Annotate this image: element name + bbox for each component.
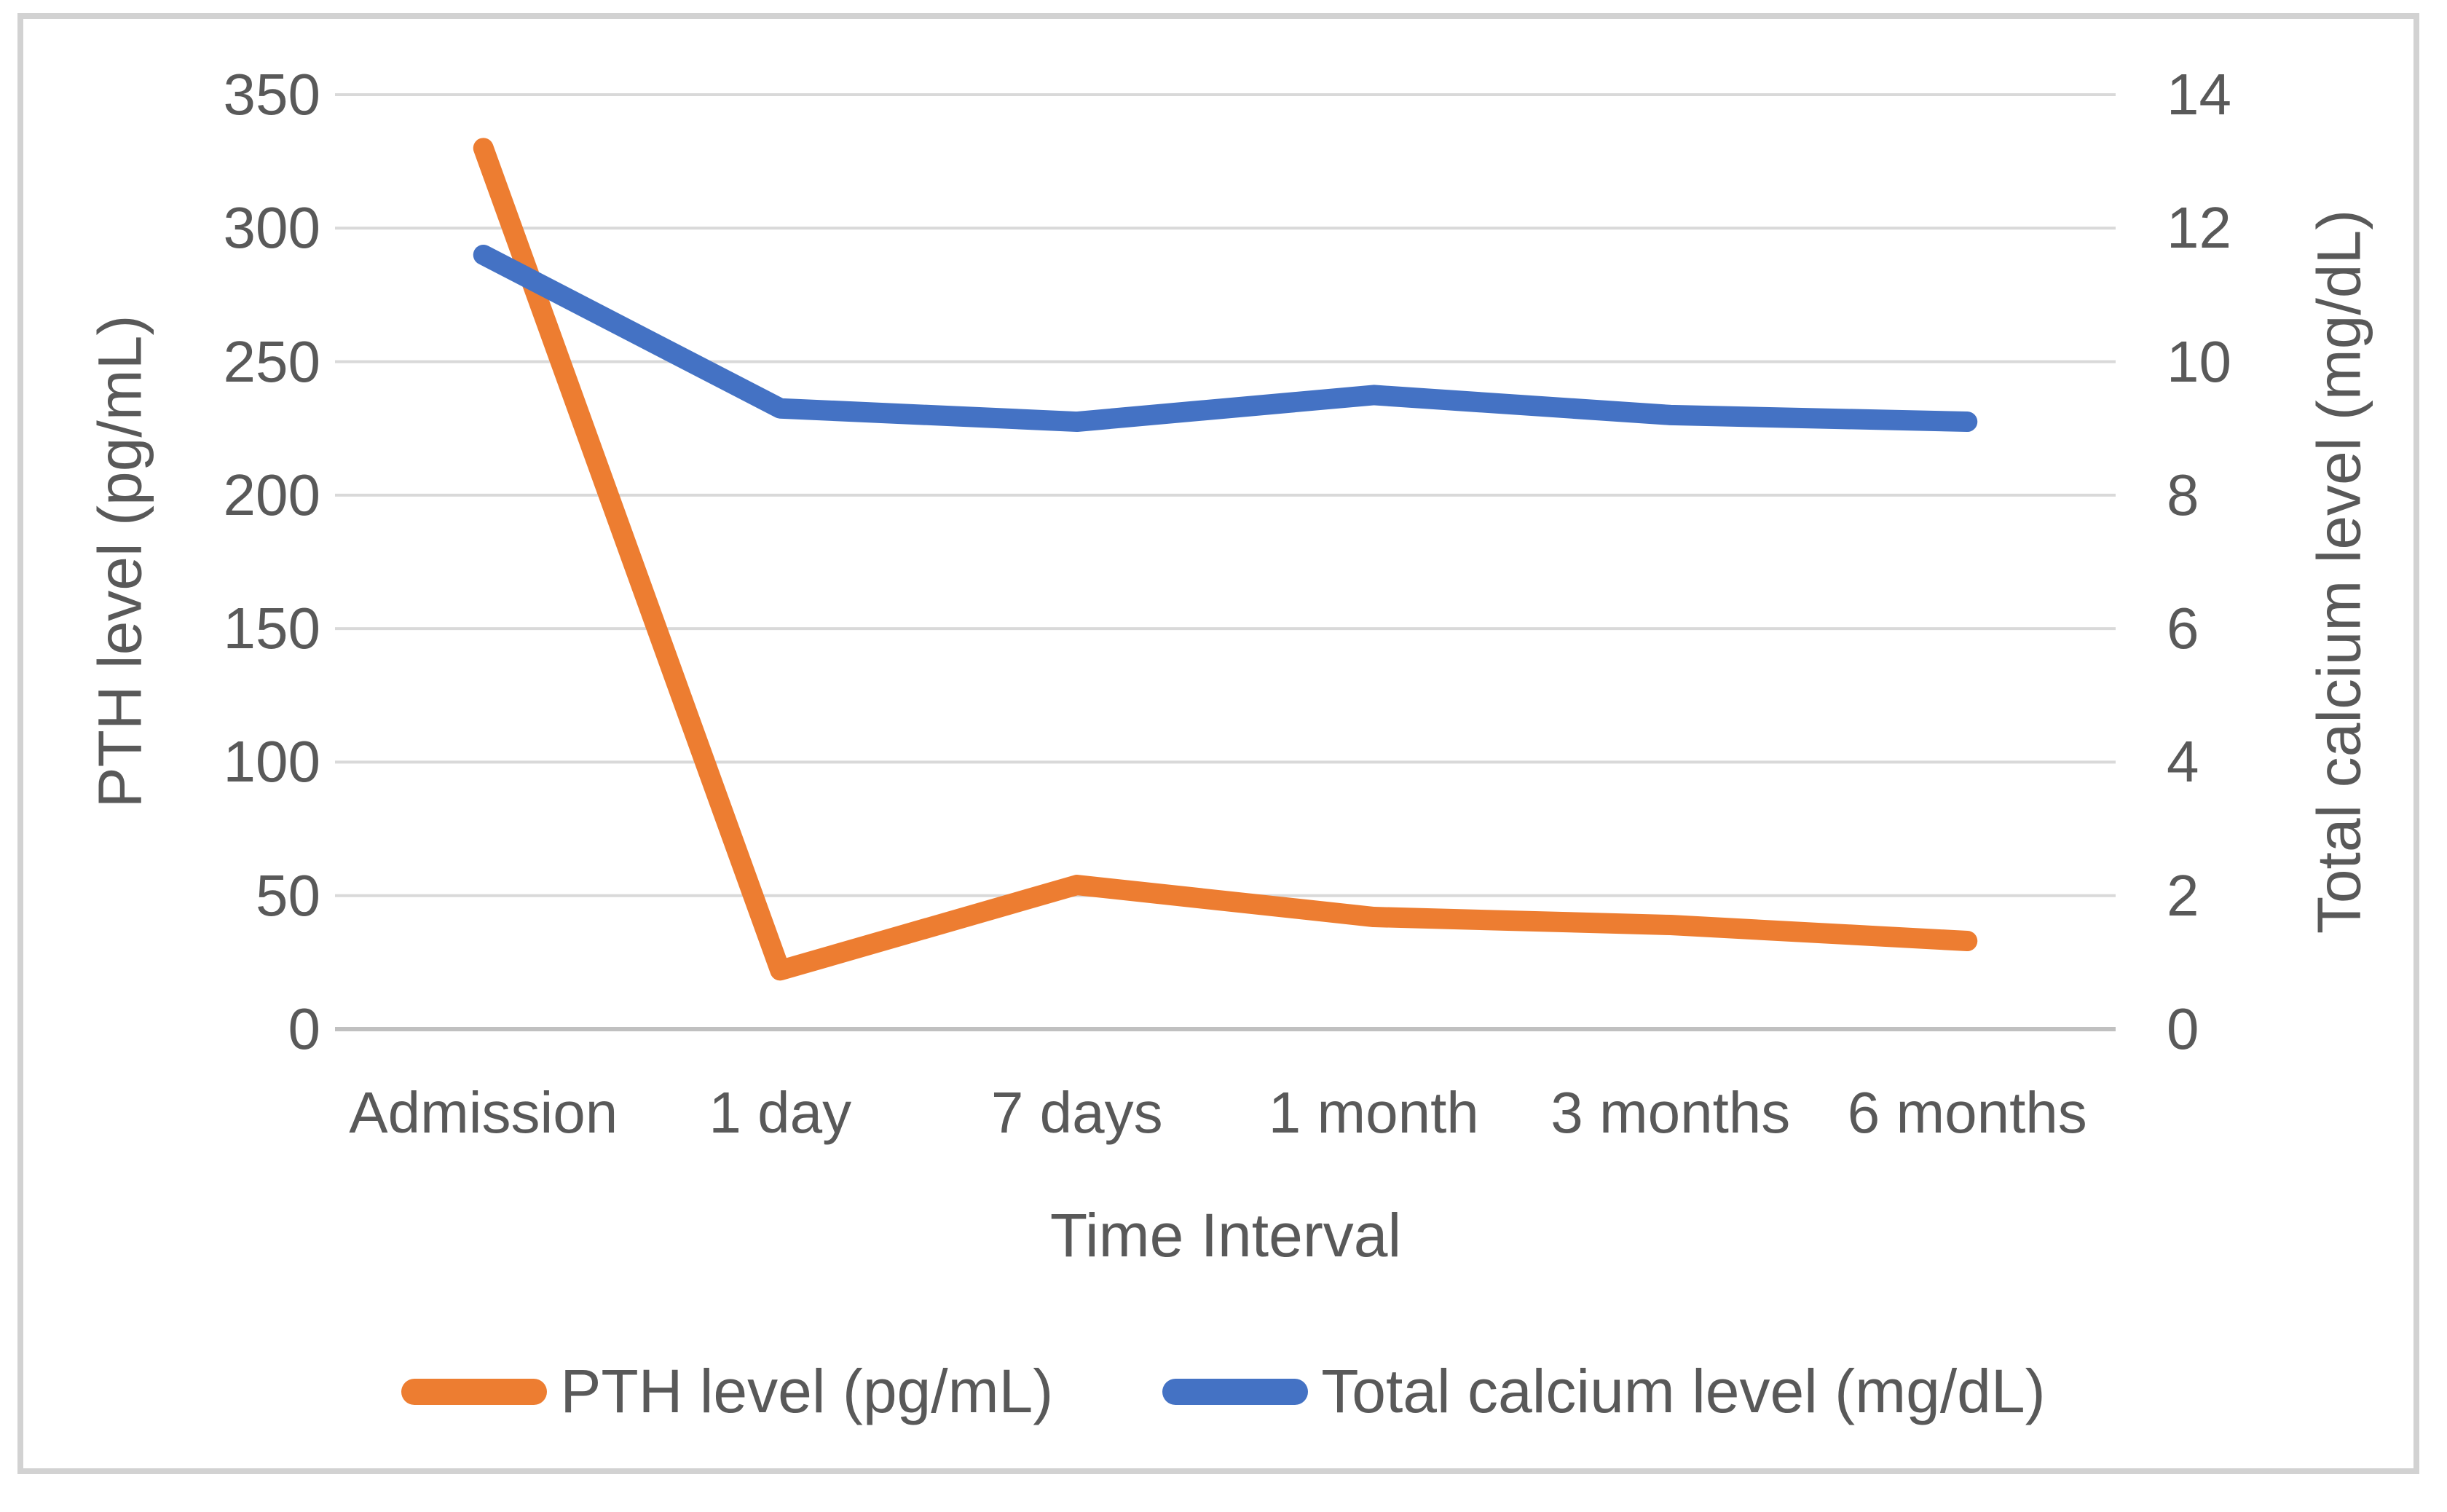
legend-swatch-icon [1162, 1378, 1309, 1405]
left-axis-tick: 300 [223, 195, 320, 261]
x-axis-category-label: Admission [349, 1080, 618, 1145]
right-axis-title: Total calcium level (mg/dL) [2304, 209, 2373, 934]
right-axis-tick: 4 [2167, 729, 2199, 795]
right-axis-tick: 2 [2167, 862, 2199, 928]
left-axis-tick: 150 [223, 596, 320, 661]
pth-line-series [473, 138, 1978, 981]
right-axis-tick: 8 [2167, 462, 2199, 527]
left-axis-tick: 250 [223, 328, 320, 394]
legend-entry: Total calcium level (mg/dL) [1162, 1356, 2046, 1427]
x-axis-category-label: 7 days [990, 1080, 1163, 1145]
right-axis-tick: 6 [2167, 596, 2199, 661]
left-axis-tick: 200 [223, 462, 320, 527]
left-axis-tick: 100 [223, 729, 320, 795]
right-axis-tick: 10 [2167, 328, 2231, 394]
legend-entry: PTH level (pg/mL) [401, 1356, 1053, 1427]
calcium-line-series [473, 244, 1978, 433]
x-axis-category-label: 1 month [1268, 1080, 1479, 1145]
legend-label: PTH level (pg/mL) [560, 1357, 1054, 1425]
legend-swatch-icon [401, 1378, 548, 1405]
legend-label: Total calcium level (mg/dL) [1321, 1357, 2046, 1425]
right-axis-tick: 0 [2167, 996, 2199, 1061]
chart-frame [17, 13, 2419, 1474]
x-axis-category-label: 3 months [1550, 1080, 1791, 1145]
x-axis-category-label: 1 day [709, 1080, 852, 1145]
right-axis-tick: 14 [2167, 62, 2231, 127]
x-axis-category-label: 6 months [1847, 1080, 2087, 1145]
left-axis-tick: 350 [223, 62, 320, 127]
left-axis-tick: 0 [288, 996, 321, 1061]
x-axis-title: Time Interval [1049, 1201, 1402, 1269]
left-axis-tick: 50 [256, 862, 320, 928]
left-axis-title: PTH level (pg/mL) [85, 315, 154, 808]
chart-legend: PTH level (pg/mL) Total calcium level (mg… [0, 1356, 2447, 1427]
right-axis-tick: 12 [2167, 195, 2231, 261]
